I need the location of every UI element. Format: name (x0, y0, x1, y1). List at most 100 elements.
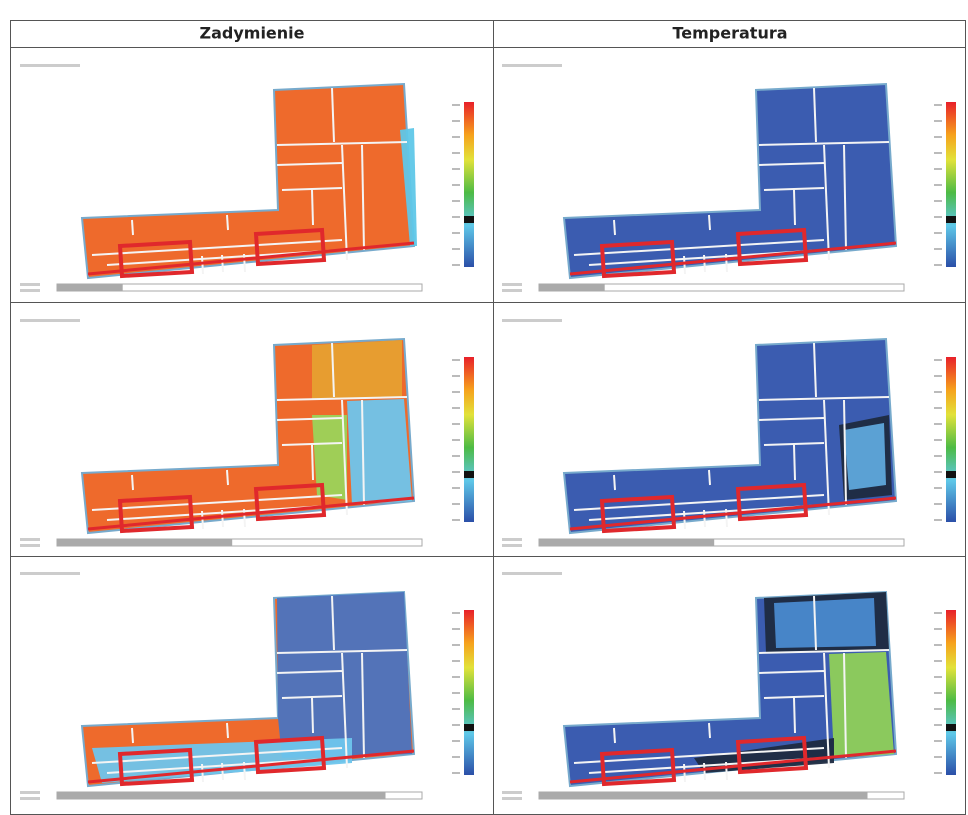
time-bar-fill (57, 284, 123, 291)
colorbar-tick-label (934, 439, 942, 441)
colorbar-tick-label (452, 120, 460, 122)
colorbar-tick-label (452, 168, 460, 170)
colorbar-tick-label (934, 232, 942, 234)
colorbar-tick-label (934, 692, 942, 694)
colorbar-tick-label (452, 216, 460, 218)
colorbar-tick-label (452, 660, 460, 662)
wall (726, 254, 727, 272)
wall (202, 256, 203, 274)
colorbar-tick-label (452, 375, 460, 377)
wall (704, 510, 705, 527)
colorbar-tick-label (934, 487, 942, 489)
wall (709, 470, 710, 485)
colorbar-tick-label (934, 391, 942, 393)
colorbar-tick-label (452, 136, 460, 138)
colorbar-tick-label (934, 455, 942, 457)
colorbar-tick-label (452, 232, 460, 234)
wall (244, 254, 245, 272)
wall (222, 255, 223, 272)
panels (20, 64, 956, 800)
colorbar-marker (946, 471, 956, 478)
frame-label (502, 791, 522, 794)
colorbar-tick-label (934, 676, 942, 678)
wall (312, 190, 313, 225)
wall (704, 763, 705, 780)
simulation-panel (20, 572, 474, 800)
colorbar-tick-label (934, 200, 942, 202)
colorbar-tick-label (452, 471, 460, 473)
colorbar (464, 610, 474, 775)
wall (684, 764, 685, 782)
wall (312, 698, 313, 733)
wall (244, 762, 245, 780)
colorbar-tick-label (452, 692, 460, 694)
simulation-panel (502, 319, 956, 547)
smokeview-caption-line (20, 64, 80, 67)
colorbar-tick-label (934, 407, 942, 409)
frame-label (20, 538, 40, 541)
colorbar-tick-label (452, 423, 460, 425)
time-bar-fill (57, 539, 232, 546)
colorbar-tick-label (934, 248, 942, 250)
smokeview-caption-line (502, 572, 562, 575)
wall (244, 509, 245, 527)
wall (614, 220, 615, 235)
colorbar (946, 102, 956, 267)
region (312, 340, 402, 400)
colorbar-tick-label (934, 740, 942, 742)
colorbar-marker (946, 216, 956, 223)
wall (726, 509, 727, 527)
smokeview-caption-line (20, 572, 80, 575)
frame-label (502, 289, 522, 292)
wall (312, 445, 313, 480)
colorbar-tick-label (934, 359, 942, 361)
colorbar-tick-label (934, 216, 942, 218)
wall (709, 215, 710, 230)
colorbar-tick-label (452, 248, 460, 250)
colorbar-tick-label (452, 628, 460, 630)
wall (222, 763, 223, 780)
colorbar-tick-label (934, 104, 942, 106)
colorbar-tick-label (934, 423, 942, 425)
colorbar-tick-label (452, 359, 460, 361)
wall (202, 511, 203, 529)
wall (132, 220, 133, 235)
colorbar-tick-label (934, 375, 942, 377)
wall (709, 723, 710, 738)
colorbar-tick-label (934, 724, 942, 726)
colorbar-tick-label (452, 772, 460, 774)
colorbar-tick-label (934, 519, 942, 521)
colorbar-tick-label (452, 104, 460, 106)
region (844, 423, 886, 490)
colorbar-marker (464, 216, 474, 223)
comparison-table: Zadymienie Temperatura (0, 0, 968, 815)
frame-label (502, 538, 522, 541)
frame-label (20, 283, 40, 286)
simulation-panel (20, 319, 474, 547)
time-bar-fill (539, 284, 605, 291)
smokeview-caption-line (502, 319, 562, 322)
colorbar-tick-label (452, 644, 460, 646)
colorbar-tick-label (934, 152, 942, 154)
colorbar-tick-label (934, 756, 942, 758)
wall (227, 215, 228, 230)
simulation-panel (20, 64, 474, 292)
smokeview-caption-line (502, 64, 562, 67)
column-header: Temperatura (672, 24, 787, 43)
wall (227, 723, 228, 738)
region (829, 652, 894, 758)
frame-label (20, 289, 40, 292)
colorbar (946, 610, 956, 775)
colorbar-tick-label (452, 612, 460, 614)
colorbar-marker (946, 724, 956, 731)
colorbar-tick-label (452, 407, 460, 409)
colorbar-tick-label (934, 168, 942, 170)
colorbar-tick-label (934, 184, 942, 186)
colorbar-tick-label (934, 136, 942, 138)
frame-label (20, 797, 40, 800)
page: Zadymienie Temperatura (() => { const da… (0, 0, 968, 815)
frame-label (502, 544, 522, 547)
colorbar-tick-label (452, 455, 460, 457)
colorbar (464, 357, 474, 522)
wall (684, 511, 685, 529)
